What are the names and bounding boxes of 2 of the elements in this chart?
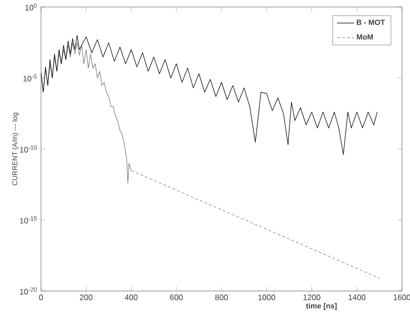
line-series	[41, 35, 378, 155]
line-series	[41, 42, 132, 184]
